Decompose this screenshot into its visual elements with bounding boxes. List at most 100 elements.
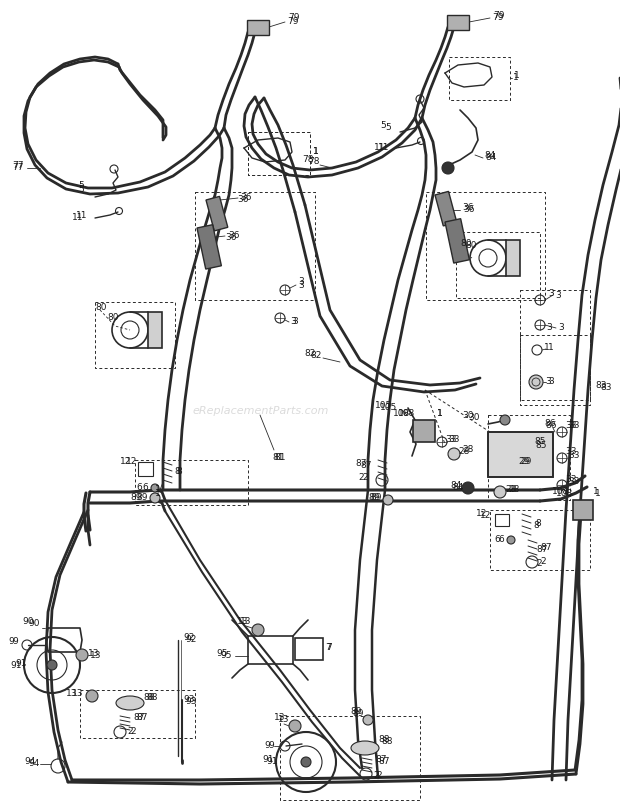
Text: 2: 2: [358, 473, 363, 483]
Bar: [445, 218, 469, 263]
Bar: [248, 636, 293, 664]
Text: 13: 13: [88, 649, 99, 658]
Circle shape: [86, 690, 98, 702]
Text: 6: 6: [494, 535, 500, 545]
Text: eReplacementParts.com: eReplacementParts.com: [192, 406, 329, 416]
Text: 77: 77: [12, 160, 24, 169]
Text: 87: 87: [136, 713, 148, 722]
Text: 92: 92: [183, 634, 195, 642]
Text: 33: 33: [448, 435, 459, 444]
Text: 13: 13: [72, 689, 84, 699]
Text: 1: 1: [593, 488, 599, 496]
Text: 81: 81: [272, 454, 283, 463]
Text: 28: 28: [508, 485, 520, 495]
Circle shape: [76, 649, 88, 661]
Text: 87: 87: [360, 462, 371, 471]
Ellipse shape: [351, 741, 379, 755]
Text: 77: 77: [12, 164, 24, 172]
Text: 88: 88: [378, 736, 389, 745]
Text: 88: 88: [381, 737, 392, 746]
Bar: [197, 225, 221, 269]
Text: 3: 3: [545, 377, 551, 387]
Text: 89: 89: [130, 493, 141, 502]
Text: 13: 13: [278, 716, 290, 725]
Text: 95: 95: [216, 650, 228, 659]
Text: 33: 33: [568, 477, 580, 487]
Text: 29: 29: [520, 458, 531, 467]
Text: 86: 86: [544, 419, 556, 429]
Text: 30: 30: [462, 410, 474, 419]
Text: 83: 83: [595, 381, 606, 390]
Circle shape: [383, 495, 393, 505]
Text: 11: 11: [72, 214, 84, 222]
Circle shape: [151, 484, 159, 492]
Text: 79: 79: [492, 14, 503, 23]
Text: 91: 91: [262, 755, 273, 765]
Text: 84: 84: [450, 481, 461, 491]
Text: 33: 33: [568, 421, 580, 430]
Text: 9: 9: [8, 638, 14, 646]
Text: 108: 108: [393, 409, 410, 418]
Text: 12: 12: [120, 456, 131, 466]
Text: 5: 5: [385, 123, 391, 132]
Text: 7: 7: [325, 643, 330, 653]
Text: 108: 108: [552, 488, 569, 496]
Circle shape: [442, 162, 454, 174]
Text: 88: 88: [146, 693, 157, 703]
Text: 87: 87: [536, 546, 547, 555]
Text: 87: 87: [133, 713, 144, 722]
Text: 6: 6: [136, 484, 142, 492]
Text: 82: 82: [310, 351, 321, 359]
Text: 80: 80: [95, 304, 107, 313]
Text: 36: 36: [462, 203, 474, 213]
Text: 11: 11: [76, 210, 87, 219]
Text: 94: 94: [24, 758, 35, 767]
Text: 88: 88: [143, 692, 154, 701]
Text: 91: 91: [266, 758, 278, 767]
Text: 84: 84: [484, 151, 495, 160]
Circle shape: [150, 493, 160, 503]
Circle shape: [500, 415, 510, 425]
Circle shape: [462, 482, 474, 494]
Text: 36: 36: [225, 234, 236, 243]
Text: 33: 33: [568, 451, 580, 459]
Text: 8: 8: [174, 467, 180, 476]
Text: 90: 90: [22, 617, 33, 626]
Text: 105: 105: [380, 404, 397, 413]
Text: 9: 9: [264, 741, 270, 750]
Circle shape: [289, 720, 301, 732]
Circle shape: [448, 448, 460, 460]
Text: 1: 1: [548, 343, 554, 351]
Bar: [488, 432, 553, 477]
Text: 89: 89: [136, 493, 148, 502]
Text: 33: 33: [565, 476, 577, 484]
Text: 89: 89: [352, 709, 363, 718]
Text: 86: 86: [545, 421, 557, 430]
Text: 87: 87: [378, 758, 389, 767]
Text: 87: 87: [355, 459, 366, 468]
Text: 83: 83: [600, 384, 611, 393]
Text: 85: 85: [534, 438, 546, 447]
Text: 13: 13: [274, 713, 285, 722]
Text: 5: 5: [380, 122, 386, 131]
Text: 9: 9: [12, 638, 18, 646]
Circle shape: [494, 486, 506, 498]
Text: 2: 2: [130, 728, 136, 737]
Text: 3: 3: [298, 280, 304, 289]
Text: 6: 6: [498, 535, 503, 545]
Circle shape: [301, 757, 311, 767]
Text: 12: 12: [126, 458, 138, 467]
Text: 36: 36: [240, 193, 252, 202]
Text: 33: 33: [565, 447, 577, 456]
Bar: [295, 638, 323, 660]
Text: 28: 28: [458, 447, 469, 456]
Bar: [413, 420, 435, 442]
Text: 79: 79: [493, 10, 505, 19]
Text: 36: 36: [237, 196, 249, 205]
Text: 80: 80: [465, 240, 477, 250]
Circle shape: [529, 375, 543, 389]
Text: 92: 92: [185, 635, 197, 645]
Text: 1: 1: [595, 488, 601, 497]
Text: 9: 9: [268, 741, 274, 750]
Text: 3: 3: [546, 323, 552, 333]
